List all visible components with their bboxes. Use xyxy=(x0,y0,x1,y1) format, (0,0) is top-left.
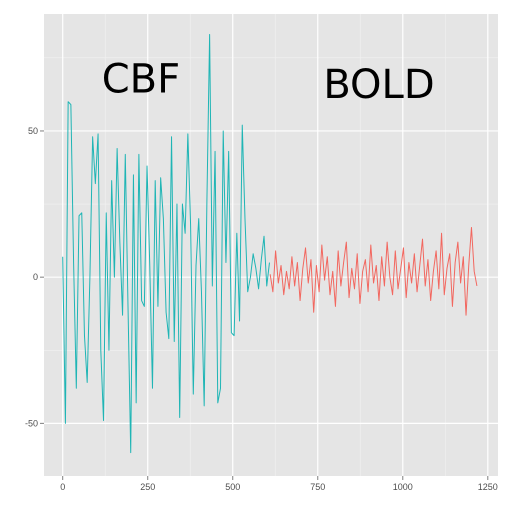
y-tick-label: -50 xyxy=(25,418,38,428)
annotation-bold: BOLD xyxy=(323,62,434,108)
x-axis: 0 250 500 750 1000 1250 xyxy=(60,476,498,492)
series-layer xyxy=(62,33,478,454)
minor-grid xyxy=(44,14,498,476)
series-line-2 xyxy=(269,226,478,316)
x-tick-label: 0 xyxy=(60,482,65,492)
series-line-1 xyxy=(62,33,270,454)
x-tick-label: 500 xyxy=(225,482,240,492)
y-axis: -50 0 50 xyxy=(25,126,44,428)
annotations: CBF BOLD xyxy=(102,56,435,108)
x-tick-label: 750 xyxy=(310,482,325,492)
x-tick-label: 1000 xyxy=(393,482,413,492)
x-tick-label: 1250 xyxy=(478,482,498,492)
y-tick-label: 50 xyxy=(28,126,38,136)
x-tick-label: 250 xyxy=(140,482,155,492)
annotation-cbf: CBF xyxy=(102,56,180,102)
y-tick-label: 0 xyxy=(33,272,38,282)
